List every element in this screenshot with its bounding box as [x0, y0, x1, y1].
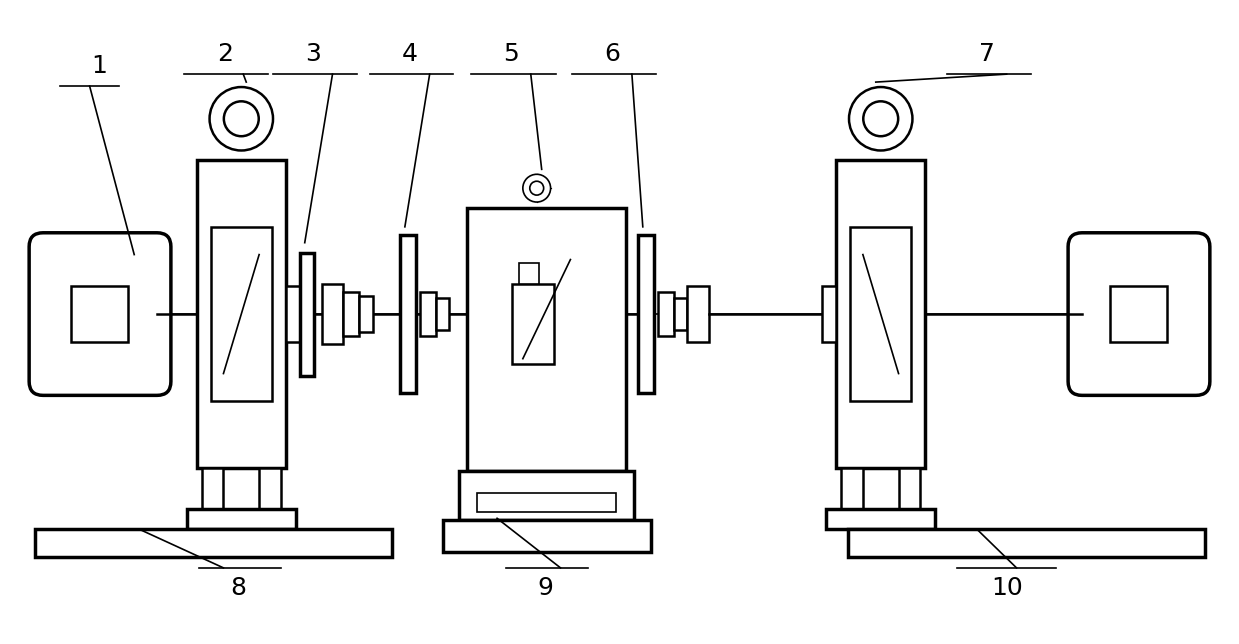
Text: 4: 4 — [401, 43, 418, 66]
Bar — [35, 529, 392, 557]
Bar — [638, 235, 654, 393]
Text: 7: 7 — [979, 43, 995, 66]
Bar — [400, 235, 416, 393]
Bar — [688, 287, 709, 342]
Bar — [519, 263, 539, 285]
FancyBboxPatch shape — [30, 232, 171, 395]
Text: 3: 3 — [305, 43, 321, 66]
Bar — [442, 520, 650, 552]
Bar — [202, 468, 223, 509]
Text: 6: 6 — [605, 43, 620, 66]
Circle shape — [530, 181, 544, 195]
Circle shape — [864, 101, 898, 137]
Bar — [1110, 287, 1167, 342]
Bar — [211, 227, 273, 401]
Bar — [674, 298, 688, 330]
Text: 1: 1 — [92, 54, 108, 78]
Bar — [286, 287, 300, 342]
Bar — [420, 292, 436, 336]
Bar — [359, 296, 373, 332]
FancyBboxPatch shape — [1068, 232, 1209, 395]
Bar — [467, 208, 626, 471]
Bar — [826, 509, 935, 529]
Text: 9: 9 — [538, 576, 554, 600]
Bar — [322, 285, 343, 344]
Bar — [898, 468, 921, 509]
Bar — [197, 160, 286, 468]
Bar — [343, 292, 359, 336]
Bar — [300, 252, 313, 375]
Text: 10: 10 — [991, 576, 1022, 600]
Circle shape — [209, 87, 273, 151]
Bar — [841, 468, 862, 509]
Bar — [512, 285, 554, 364]
Bar — [460, 471, 634, 520]
Circle shape — [849, 87, 912, 151]
Bar — [187, 509, 296, 529]
Bar — [836, 160, 926, 468]
Bar — [436, 298, 450, 330]
Bar — [847, 529, 1204, 557]
Bar — [71, 287, 129, 342]
Text: 2: 2 — [217, 43, 233, 66]
Bar — [259, 468, 281, 509]
Bar — [658, 292, 674, 336]
Text: 8: 8 — [230, 576, 247, 600]
Bar — [850, 227, 912, 401]
Text: 5: 5 — [503, 43, 519, 66]
Bar — [477, 493, 616, 513]
Circle shape — [523, 175, 550, 202]
Bar — [823, 287, 836, 342]
Circle shape — [224, 101, 259, 137]
